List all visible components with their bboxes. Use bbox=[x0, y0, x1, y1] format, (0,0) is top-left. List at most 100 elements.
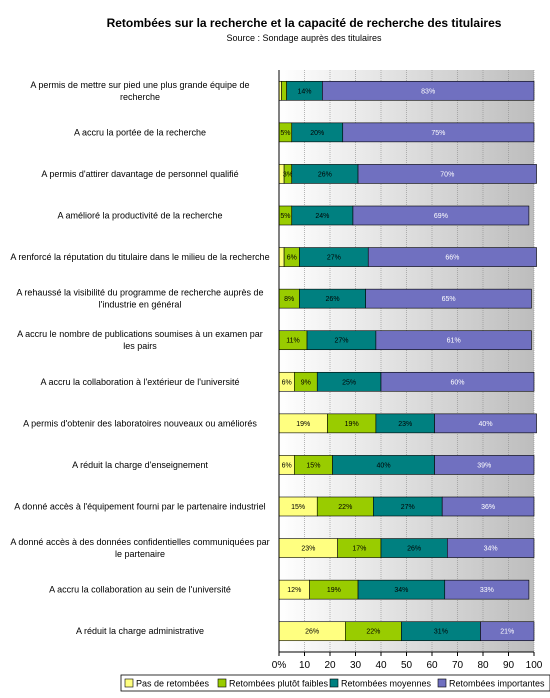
data-label: 8% bbox=[284, 296, 294, 303]
data-label: 25% bbox=[342, 379, 356, 386]
x-tick-label: 10 bbox=[299, 660, 311, 671]
legend-swatch bbox=[124, 678, 134, 688]
data-label: 75% bbox=[431, 130, 445, 137]
category-label: A accru la collaboration à l'extérieur d… bbox=[40, 377, 239, 387]
data-label: 19% bbox=[296, 421, 310, 428]
x-tick-label: 100 bbox=[526, 660, 543, 671]
bar-segment bbox=[441, 496, 535, 517]
bar-segment bbox=[342, 122, 535, 143]
category-label: A donné accès à des données confidentiel… bbox=[10, 537, 269, 547]
data-label: 40% bbox=[377, 462, 391, 469]
data-label: 24% bbox=[315, 213, 329, 220]
data-label: 26% bbox=[326, 296, 340, 303]
data-label: 15% bbox=[291, 504, 305, 511]
x-axis: 0% 10 20 30 40 50 60 70 80 90 100 bbox=[272, 70, 543, 671]
data-label: 17% bbox=[352, 546, 366, 553]
category-label: A réduit la charge d'enseignement bbox=[72, 460, 208, 470]
bar-segment bbox=[380, 371, 535, 392]
category-label: A donné accès à l'équipement fourni par … bbox=[14, 502, 265, 512]
chart-subtitle: Source : Sondage auprès des titulaires bbox=[226, 33, 382, 43]
data-label: 15% bbox=[306, 462, 320, 469]
data-label: 23% bbox=[398, 421, 412, 428]
category-label: A rehaussé la visibilité du programme de… bbox=[16, 288, 263, 298]
bar-segment bbox=[278, 247, 285, 267]
data-label: 6% bbox=[282, 462, 292, 469]
legend: Pas de retombées Retombées plutôt faibles… bbox=[120, 674, 550, 692]
x-tick-label: 50 bbox=[401, 660, 413, 671]
bar-segment bbox=[322, 80, 535, 101]
data-label: 19% bbox=[327, 587, 341, 594]
category-label: A renforcé la réputation du titulaire da… bbox=[10, 252, 269, 262]
data-label: 61% bbox=[447, 338, 461, 345]
data-label: 26% bbox=[318, 171, 332, 178]
data-label: 6% bbox=[287, 255, 297, 262]
data-label: 69% bbox=[434, 213, 448, 220]
bars: 14% 83% 5% 20% 75% 3% 26% 70% 5% 24% 69% 6% 27% 66% 8%… bbox=[278, 80, 537, 642]
data-label: 65% bbox=[442, 296, 456, 303]
data-label: 70% bbox=[440, 171, 454, 178]
data-label: 26% bbox=[305, 629, 319, 636]
category-label: recherche bbox=[120, 92, 160, 102]
data-label: 5% bbox=[280, 213, 290, 220]
category-label: A permis d'attirer davantage de personne… bbox=[41, 169, 238, 179]
data-label: 39% bbox=[477, 462, 491, 469]
data-label: 19% bbox=[345, 421, 359, 428]
data-label: 14% bbox=[297, 88, 311, 95]
x-tick-label: 20 bbox=[324, 660, 336, 671]
data-label: 66% bbox=[445, 255, 459, 262]
data-label: 5% bbox=[280, 130, 290, 137]
data-label: 11% bbox=[286, 338, 300, 345]
bar-segment bbox=[444, 579, 530, 600]
legend-swatch bbox=[437, 678, 447, 688]
chart-title: Retombées sur la recherche et la capacit… bbox=[107, 16, 502, 30]
x-tick-label: 30 bbox=[350, 660, 362, 671]
bar-segment bbox=[434, 455, 535, 475]
bar-segment bbox=[365, 288, 532, 309]
category-label: l'industrie en général bbox=[99, 300, 182, 310]
x-tick-label: 80 bbox=[477, 660, 489, 671]
bar-segment bbox=[281, 80, 287, 101]
data-label: 21% bbox=[500, 629, 514, 636]
category-label: A amélioré la productivité de la recherc… bbox=[57, 211, 222, 221]
category-labels: A permis de mettre sur pied une plus gra… bbox=[10, 80, 269, 636]
bar-segment bbox=[480, 621, 535, 642]
data-label: 27% bbox=[401, 504, 415, 511]
category-label: A réduit la charge administrative bbox=[76, 626, 204, 636]
data-label: 20% bbox=[310, 130, 324, 137]
data-label: 34% bbox=[394, 587, 408, 594]
data-label: 9% bbox=[301, 379, 311, 386]
legend-swatch bbox=[217, 678, 227, 688]
legend-label: Pas de retombées bbox=[136, 679, 210, 689]
category-label: A permis d'obtenir des laboratoires nouv… bbox=[23, 418, 257, 428]
x-tick-label: 40 bbox=[375, 660, 387, 671]
data-label: 3% bbox=[283, 171, 293, 178]
x-tick-label: 70 bbox=[452, 660, 464, 671]
data-label: 26% bbox=[407, 546, 421, 553]
bar-segment bbox=[375, 330, 532, 351]
legend-label: Retombées moyennes bbox=[341, 679, 432, 689]
category-label: le partenaire bbox=[115, 549, 165, 559]
bar-segment bbox=[357, 164, 537, 184]
data-label: 33% bbox=[480, 587, 494, 594]
bar-segment bbox=[446, 538, 535, 558]
legend-swatch bbox=[329, 678, 339, 688]
category-label: les pairs bbox=[123, 341, 157, 351]
data-label: 34% bbox=[484, 546, 498, 553]
legend-label: Retombées plutôt faibles bbox=[229, 679, 329, 689]
data-label: 12% bbox=[287, 587, 301, 594]
data-label: 22% bbox=[338, 504, 352, 511]
data-label: 36% bbox=[481, 504, 495, 511]
category-label: A accru la portée de la recherche bbox=[74, 127, 206, 137]
data-label: 31% bbox=[434, 629, 448, 636]
data-label: 27% bbox=[334, 338, 348, 345]
x-tick-label: 0% bbox=[272, 660, 287, 671]
bar-segment bbox=[367, 247, 537, 267]
data-label: 23% bbox=[301, 546, 315, 553]
bar-segment bbox=[352, 205, 530, 226]
legend-label: Retombées importantes bbox=[449, 679, 545, 689]
data-label: 40% bbox=[479, 421, 493, 428]
data-label: 83% bbox=[421, 88, 435, 95]
data-label: 27% bbox=[327, 255, 341, 262]
data-label: 22% bbox=[366, 629, 380, 636]
